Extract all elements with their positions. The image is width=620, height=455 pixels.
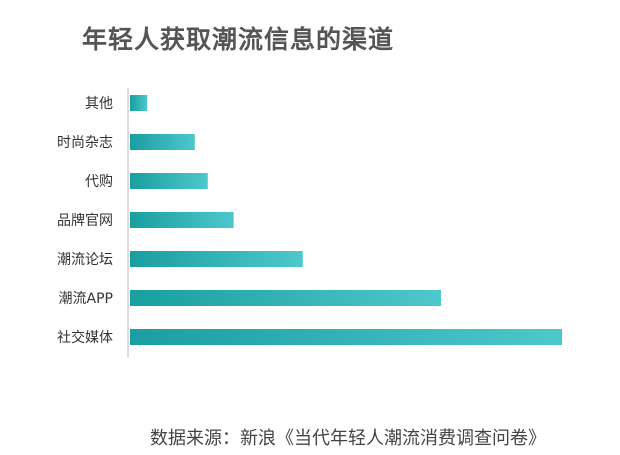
bar-6 [130,329,562,345]
category-label-3: 品牌官网 [57,212,113,229]
category-label-0: 其他 [85,96,113,112]
category-label-1: 时尚杂志 [57,135,113,151]
bar-1 [130,134,195,150]
bar-4 [130,251,303,267]
bar-5 [130,290,442,306]
source-note: 数据来源：新浪《当代年轻人潮流消费调查问卷》 [150,428,546,449]
bar-0 [130,95,148,111]
bar-2 [130,173,208,189]
bar-3 [130,212,234,228]
category-label-5: 潮流APP [59,291,113,307]
category-label-4: 潮流论坛 [57,252,113,268]
category-label-2: 代购 [85,174,113,190]
category-label-6: 社交媒体 [57,329,113,346]
chart-title: 年轻人获取潮流信息的渠道 [82,25,395,54]
